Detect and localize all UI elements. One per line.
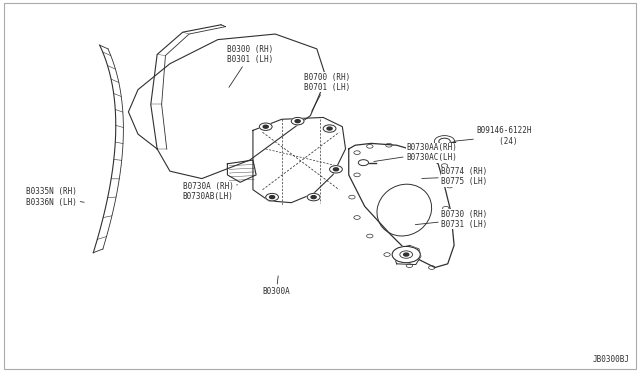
Text: B0335N (RH)
B0336N (LH): B0335N (RH) B0336N (LH)	[26, 187, 84, 207]
Circle shape	[404, 253, 409, 256]
Circle shape	[266, 193, 278, 201]
Text: B0730A (RH)
B0730AB(LH): B0730A (RH) B0730AB(LH)	[182, 182, 237, 201]
Circle shape	[307, 193, 320, 201]
Text: B0700 (RH)
B0701 (LH): B0700 (RH) B0701 (LH)	[304, 73, 350, 111]
Circle shape	[291, 118, 304, 125]
Circle shape	[269, 196, 275, 199]
Text: B09146-6122H
     (24): B09146-6122H (24)	[454, 126, 532, 146]
Text: JB0300BJ: JB0300BJ	[593, 355, 630, 364]
Circle shape	[323, 125, 336, 132]
Circle shape	[311, 196, 316, 199]
Text: B0774 (RH)
B0775 (LH): B0774 (RH) B0775 (LH)	[422, 167, 488, 186]
Text: B0730AA(RH)
B0730AC(LH): B0730AA(RH) B0730AC(LH)	[374, 143, 457, 162]
Circle shape	[263, 125, 268, 128]
Circle shape	[439, 138, 451, 145]
Circle shape	[259, 123, 272, 131]
Circle shape	[295, 120, 300, 123]
Circle shape	[333, 168, 339, 171]
Circle shape	[327, 127, 332, 130]
Text: B0730 (RH)
B0731 (LH): B0730 (RH) B0731 (LH)	[415, 210, 488, 229]
Circle shape	[392, 246, 420, 263]
Text: B0300 (RH)
B0301 (LH): B0300 (RH) B0301 (LH)	[227, 45, 274, 87]
Circle shape	[330, 166, 342, 173]
Circle shape	[358, 160, 369, 166]
Text: B0300A: B0300A	[262, 276, 291, 296]
